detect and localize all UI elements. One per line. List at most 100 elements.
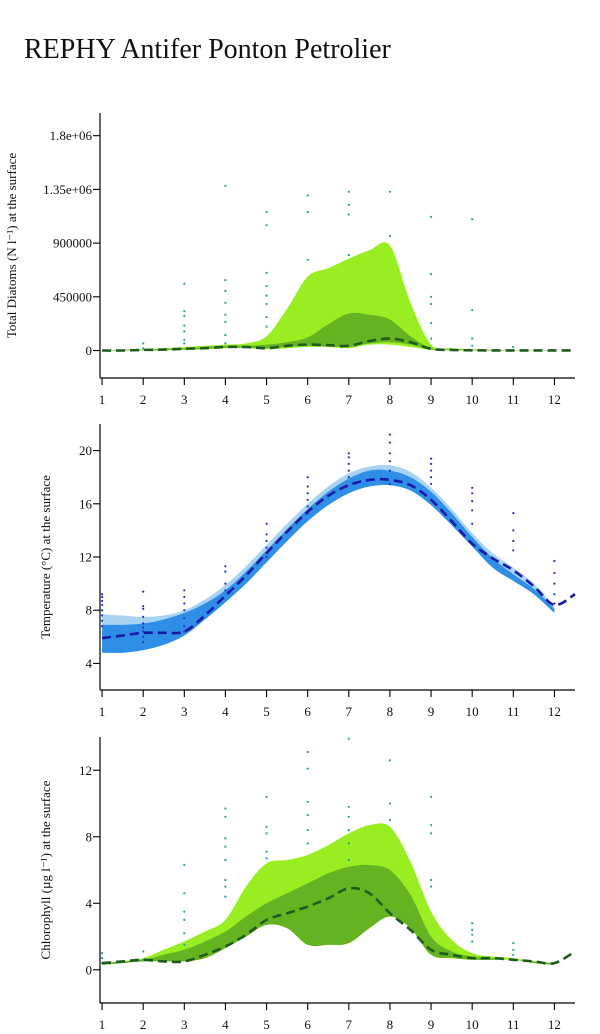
chl-x-tick-label: 8 bbox=[387, 1017, 394, 1032]
temp-data-point bbox=[553, 559, 556, 563]
chl-data-point bbox=[265, 825, 268, 828]
chl-y-tick-label: 12 bbox=[79, 763, 92, 778]
chl-data-point bbox=[101, 957, 104, 960]
diatoms-data-point bbox=[183, 330, 186, 333]
temp-data-point bbox=[183, 602, 186, 605]
chl-x-tick-label: 3 bbox=[181, 1017, 188, 1032]
diatoms-data-point bbox=[512, 345, 515, 349]
temp-data-point bbox=[388, 441, 391, 444]
diatoms-data-point bbox=[347, 203, 350, 206]
temp-data-point bbox=[388, 482, 391, 485]
chl-data-point bbox=[183, 932, 186, 935]
chl-data-point bbox=[224, 895, 227, 898]
chl-data-point bbox=[471, 940, 474, 943]
temp-data-point bbox=[306, 492, 309, 495]
diatoms-x-tick-label: 9 bbox=[428, 392, 435, 407]
temp-data-point bbox=[512, 549, 515, 552]
temp-data-point bbox=[471, 509, 474, 512]
diatoms-data-point bbox=[265, 325, 268, 328]
diatoms-x-tick-label: 3 bbox=[181, 392, 188, 407]
temp-y-tick-label: 8 bbox=[86, 603, 93, 618]
diatoms-data-point bbox=[224, 301, 227, 304]
temp-x-tick-label: 1 bbox=[99, 704, 106, 719]
diatoms-data-point bbox=[183, 282, 186, 285]
temp-data-point bbox=[553, 602, 556, 605]
diatoms-band-inner bbox=[102, 312, 555, 351]
diatoms-panel: 1 2 3 4 5 6 7 8 9 10 11 1204500009000001.35e+061.8e… bbox=[4, 113, 576, 407]
diatoms-data-point bbox=[142, 342, 145, 345]
temp-data-point bbox=[471, 492, 474, 495]
chl-band-inner bbox=[102, 864, 555, 965]
temp-band-inner bbox=[102, 469, 555, 653]
chl-data-point bbox=[306, 750, 309, 754]
diatoms-x-tick-label: 5 bbox=[263, 392, 270, 407]
chl-y-tick-label: 4 bbox=[86, 896, 93, 911]
chl-data-point bbox=[224, 878, 227, 882]
diatoms-x-tick-label: 1 bbox=[99, 392, 106, 407]
temp-data-point bbox=[347, 476, 350, 479]
temp-data-point bbox=[471, 500, 474, 503]
temp-data-point bbox=[142, 607, 145, 611]
diatoms-data-point bbox=[306, 211, 309, 214]
temp-data-point bbox=[553, 593, 556, 596]
chl-data-point bbox=[183, 892, 186, 895]
chl-data-point bbox=[224, 807, 227, 810]
chl-x-tick-label: 12 bbox=[548, 1017, 561, 1032]
chl-data-point bbox=[471, 928, 474, 932]
diatoms-data-point bbox=[183, 324, 186, 327]
chl-x-tick-label: 10 bbox=[466, 1017, 479, 1032]
chl-data-point bbox=[512, 948, 515, 951]
chl-data-point bbox=[224, 858, 227, 862]
temp-data-point bbox=[388, 433, 391, 436]
diatoms-x-tick-label: 4 bbox=[222, 392, 229, 407]
diatoms-data-point bbox=[183, 314, 186, 317]
temp-data-point bbox=[101, 609, 104, 612]
temp-data-point bbox=[183, 595, 186, 599]
chl-median-line bbox=[101, 886, 576, 965]
temp-data-point bbox=[512, 511, 515, 515]
temp-data-point bbox=[265, 533, 268, 536]
chl-data-point bbox=[306, 800, 309, 803]
temp-data-point bbox=[265, 522, 268, 525]
temp-y-tick-label: 4 bbox=[86, 656, 93, 671]
chl-y-tick-label: 0 bbox=[86, 962, 93, 977]
temp-data-point bbox=[553, 582, 556, 585]
diatoms-data-point bbox=[265, 224, 268, 227]
temp-data-point bbox=[388, 460, 391, 463]
chl-y-tick-label: 8 bbox=[86, 829, 93, 844]
diatoms-data-point bbox=[224, 289, 227, 292]
diatoms-x-tick-label: 8 bbox=[387, 392, 394, 407]
temp-data-point bbox=[265, 546, 268, 549]
chl-y-axis-label: Chlorophyll (µg l⁻¹) at the surface bbox=[38, 780, 53, 959]
diatoms-x-tick-label: 12 bbox=[548, 392, 561, 407]
temp-data-point bbox=[142, 590, 145, 593]
temp-data-point bbox=[101, 595, 104, 599]
diatoms-data-point bbox=[265, 302, 268, 306]
diatoms-y-tick-label: 900000 bbox=[53, 236, 92, 251]
diatoms-data-point bbox=[224, 313, 227, 316]
chl-data-point bbox=[183, 918, 186, 922]
diatoms-data-point bbox=[265, 211, 268, 214]
chl-data-point bbox=[142, 958, 145, 961]
temp-x-tick-label: 2 bbox=[140, 704, 147, 719]
temp-data-point bbox=[430, 482, 433, 485]
diatoms-data-point bbox=[224, 279, 227, 282]
temp-data-point bbox=[142, 615, 145, 619]
temp-data-point bbox=[347, 462, 350, 465]
chl-data-point bbox=[430, 795, 433, 799]
temp-data-point bbox=[430, 457, 433, 460]
diatoms-y-axis-label: Total Diatoms (N l⁻¹) at the surface bbox=[4, 153, 19, 339]
diatoms-x-tick-label: 10 bbox=[466, 392, 479, 407]
chl-data-point bbox=[388, 819, 391, 822]
temp-data-point bbox=[183, 630, 186, 633]
chl-data-point bbox=[306, 842, 309, 845]
diatoms-data-point bbox=[388, 234, 391, 238]
chl-x-tick-label: 1 bbox=[99, 1017, 106, 1032]
diatoms-y-tick-label: 1.35e+06 bbox=[43, 182, 92, 197]
diatoms-data-point bbox=[224, 320, 227, 323]
temp-y-tick-label: 12 bbox=[79, 550, 92, 565]
temp-x-tick-label: 7 bbox=[346, 704, 353, 719]
temp-y-axis-label: Temperature (°C) at the surface bbox=[38, 475, 53, 639]
